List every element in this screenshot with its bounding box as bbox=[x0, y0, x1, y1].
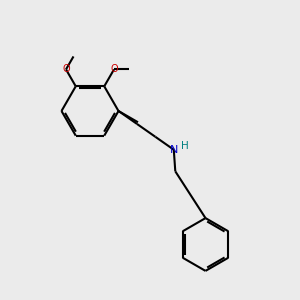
Text: N: N bbox=[169, 145, 178, 155]
Text: O: O bbox=[110, 64, 118, 74]
Text: H: H bbox=[181, 141, 189, 151]
Text: O: O bbox=[62, 64, 70, 74]
